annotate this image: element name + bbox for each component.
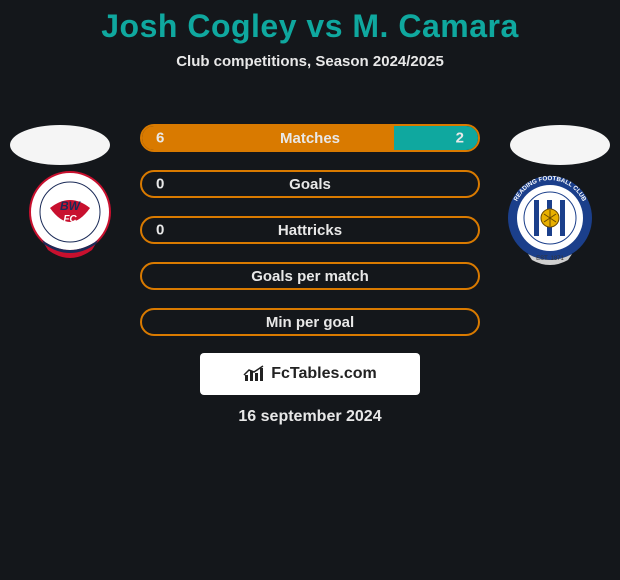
chart-icon: [243, 365, 265, 383]
brand-watermark: FcTables.com: [200, 353, 420, 395]
svg-text:BW: BW: [60, 199, 82, 213]
svg-text:FC: FC: [63, 214, 77, 225]
stat-label: Min per goal: [142, 314, 478, 331]
stat-row: 0Hattricks: [140, 216, 480, 244]
stat-row: 0Goals: [140, 170, 480, 198]
generated-date: 16 september 2024: [238, 408, 381, 426]
stats-panel: 62Matches 0Goals 0Hattricks Goals per match…: [140, 124, 480, 354]
comparison-title: Josh Cogley vs M. Camara: [0, 0, 620, 45]
stat-label: Goals per match: [142, 268, 478, 285]
comparison-subtitle: Club competitions, Season 2024/2025: [0, 53, 620, 70]
stat-row: 62Matches: [140, 124, 480, 152]
stat-row: Goals per match: [140, 262, 480, 290]
stat-label: Matches: [142, 130, 478, 147]
stat-label: Hattricks: [142, 222, 478, 239]
stat-label: Goals: [142, 176, 478, 193]
stat-row: Min per goal: [140, 308, 480, 336]
player-photo-right: [510, 125, 610, 165]
club-badge-left: BW FC: [20, 170, 120, 270]
brand-text: FcTables.com: [271, 365, 377, 383]
svg-text:EST. 1871: EST. 1871: [536, 256, 564, 262]
player-photo-left: [10, 125, 110, 165]
club-badge-right: READING FOOTBALL CLUB EST. 1871: [500, 170, 600, 270]
